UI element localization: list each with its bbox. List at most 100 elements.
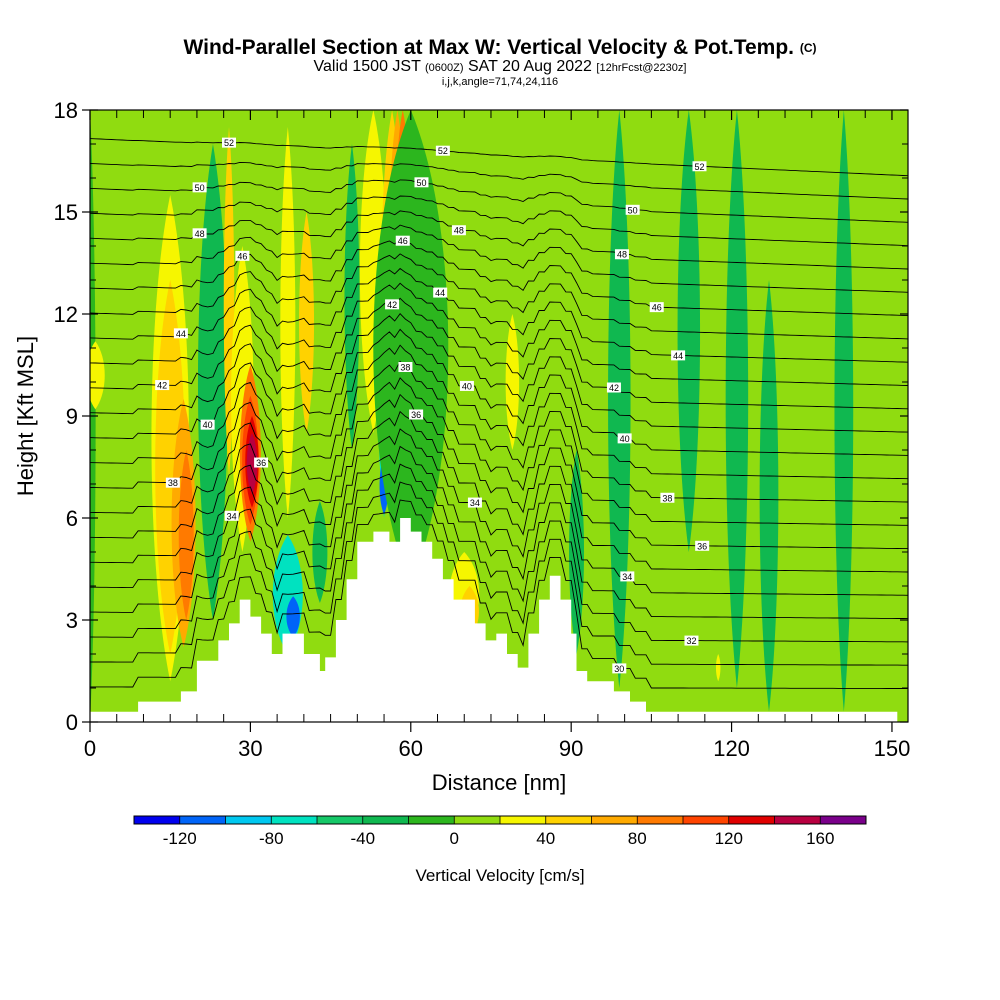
colorbar-swatch — [179, 816, 226, 824]
y-tick-label: 15 — [54, 200, 78, 225]
contour-label-bg — [409, 409, 424, 420]
contour-label-text: 30 — [614, 664, 624, 674]
colorbar-tick-label: -80 — [259, 829, 284, 848]
contour-label-bg — [254, 457, 269, 468]
velocity-cell — [197, 144, 228, 620]
x-tick-label: 150 — [874, 736, 911, 761]
contour-label-bg — [192, 182, 207, 193]
theta-contour-line — [90, 282, 908, 386]
contour-label-text: 36 — [697, 541, 707, 551]
theta-contour-line — [90, 410, 908, 573]
contour-label-text: 42 — [157, 381, 167, 391]
contour-label-text: 34 — [227, 511, 237, 521]
velocity-cell — [312, 501, 328, 603]
contour-label: 36 — [254, 457, 269, 468]
contour-label-text: 40 — [620, 434, 630, 444]
contour-label-text: 44 — [435, 288, 445, 298]
contour-label: 44 — [671, 350, 686, 361]
contour-label: 38 — [165, 477, 180, 488]
valid-date: SAT 20 Aug 2022 — [468, 58, 592, 75]
contour-label-text: 40 — [203, 420, 213, 430]
velocity-cell — [677, 110, 701, 552]
contour-label-text: 36 — [411, 410, 421, 420]
contour-label-text: 34 — [622, 572, 632, 582]
y-tick-label: 12 — [54, 302, 78, 327]
contour-label: 46 — [649, 302, 664, 313]
contour-label-bg — [385, 299, 400, 310]
contour-label-text: 48 — [195, 229, 205, 239]
contour-label-text: 44 — [673, 351, 683, 361]
contour-label-text: 52 — [694, 162, 704, 172]
contour-label-text: 44 — [176, 329, 186, 339]
contour-label-text: 52 — [224, 138, 234, 148]
theta-contour-line — [90, 428, 908, 596]
contour-label-bg — [173, 328, 188, 339]
contour-labels: 52 50 48 46 44 42 40 38 36 34 52 50 48 46 44 42 40 38 36 34… — [155, 137, 710, 674]
contour-label-text: 34 — [470, 498, 480, 508]
contour-label: 42 — [155, 380, 170, 391]
contour-label-bg — [459, 380, 474, 391]
contour-label-bg — [222, 137, 237, 148]
contour-label-bg — [398, 362, 413, 373]
contour-label-bg — [433, 287, 448, 298]
velocity-cell — [299, 212, 315, 433]
x-tick-label: 120 — [713, 736, 750, 761]
colorbar-swatch — [408, 816, 455, 824]
contour-label-bg — [606, 382, 621, 393]
y-tick-label: 18 — [54, 98, 78, 123]
contour-label-text: 52 — [438, 146, 448, 156]
velocity-cell — [834, 110, 854, 712]
theta-contour-line — [90, 360, 908, 503]
colorbar-swatch — [545, 816, 592, 824]
contour-label: 48 — [192, 228, 207, 239]
colorbar-label: Vertical Velocity [cm/s] — [415, 866, 584, 885]
contour-label-bg — [614, 249, 629, 260]
velocity-cell — [715, 654, 721, 682]
theta-contour-line — [90, 328, 908, 456]
velocity-cell — [90, 341, 105, 410]
colorbar-swatch — [362, 816, 409, 824]
theta-contour-line — [90, 238, 908, 317]
colorbar-tick-label: 0 — [450, 829, 459, 848]
velocity-cell — [286, 596, 300, 637]
theta-contours — [90, 138, 908, 689]
section-params: i,j,k,angle=71,74,24,116 — [441, 76, 559, 88]
contour-label: 36 — [695, 540, 710, 551]
contour-label-text: 48 — [617, 250, 627, 260]
theta-contour-line — [90, 499, 908, 689]
theta-contour-line — [90, 267, 908, 363]
contour-label-text: 38 — [662, 493, 672, 503]
contour-label: 52 — [692, 161, 707, 172]
chart-header: Wind-Parallel Section at Max W: Vertical… — [0, 36, 1000, 88]
contour-label: 50 — [625, 204, 640, 215]
colorbar-swatch — [637, 816, 683, 824]
terrain-mask — [90, 518, 898, 722]
contour-label: 38 — [398, 362, 413, 373]
velocity-cell — [793, 144, 809, 382]
contour-label-text: 40 — [462, 381, 472, 391]
contour-label-bg — [684, 635, 699, 646]
contour-label: 48 — [451, 225, 466, 236]
theta-contour-line — [90, 393, 908, 550]
contour-label-bg — [620, 571, 635, 582]
velocity-cell — [178, 450, 194, 620]
contour-label-bg — [192, 228, 207, 239]
y-tick-label: 0 — [66, 710, 78, 735]
y-axis-label: Height [Kft MSL] — [13, 336, 38, 496]
contour-label: 30 — [612, 663, 627, 674]
contour-label-text: 50 — [416, 178, 426, 188]
contour-label: 52 — [435, 145, 450, 156]
colorbar-swatch — [774, 816, 821, 824]
contour-label-text: 46 — [398, 236, 408, 246]
x-tick-label: 30 — [238, 736, 262, 761]
theta-contour-line — [90, 210, 908, 270]
contour-label: 52 — [222, 137, 237, 148]
colorbar-swatch — [225, 816, 272, 824]
contour-label-bg — [660, 492, 675, 503]
colorbar-swatch — [317, 816, 363, 824]
contour-label: 42 — [385, 299, 400, 310]
forecast-info: [12hrFcst@2230z] — [596, 62, 687, 74]
contour-label: 32 — [684, 635, 699, 646]
theta-contour-line — [90, 377, 908, 526]
